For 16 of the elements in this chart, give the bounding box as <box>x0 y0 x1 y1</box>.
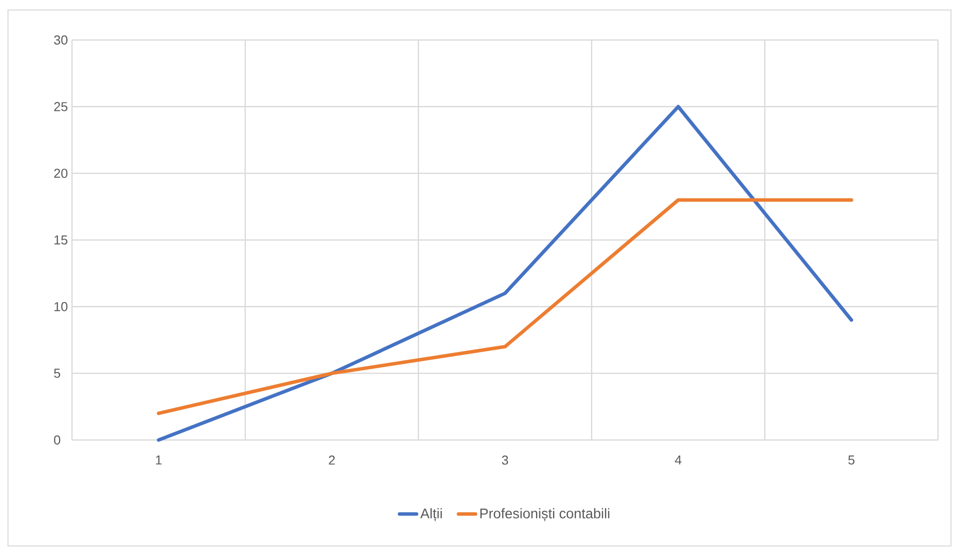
y-tick-label: 30 <box>54 35 68 45</box>
y-tick-label: 0 <box>54 435 60 445</box>
y-tick-label: 15 <box>54 235 68 244</box>
y-tick-label: 10 <box>54 302 68 312</box>
x-tick-label: 4 <box>674 456 682 464</box>
x-tick-label: 2 <box>328 456 335 465</box>
legend-label: Alții <box>420 508 442 522</box>
x-tick-label: 3 <box>502 456 508 465</box>
y-tick-label: 20 <box>54 168 68 178</box>
line-series <box>156 104 854 442</box>
line-series <box>156 198 854 416</box>
y-tick-label: 25 <box>54 102 68 112</box>
x-tick-label: 1 <box>156 456 162 464</box>
y-tick-label: 5 <box>54 368 60 378</box>
x-tick-label: 5 <box>848 456 854 465</box>
legend-label: Profesioniști contabili <box>480 508 610 522</box>
